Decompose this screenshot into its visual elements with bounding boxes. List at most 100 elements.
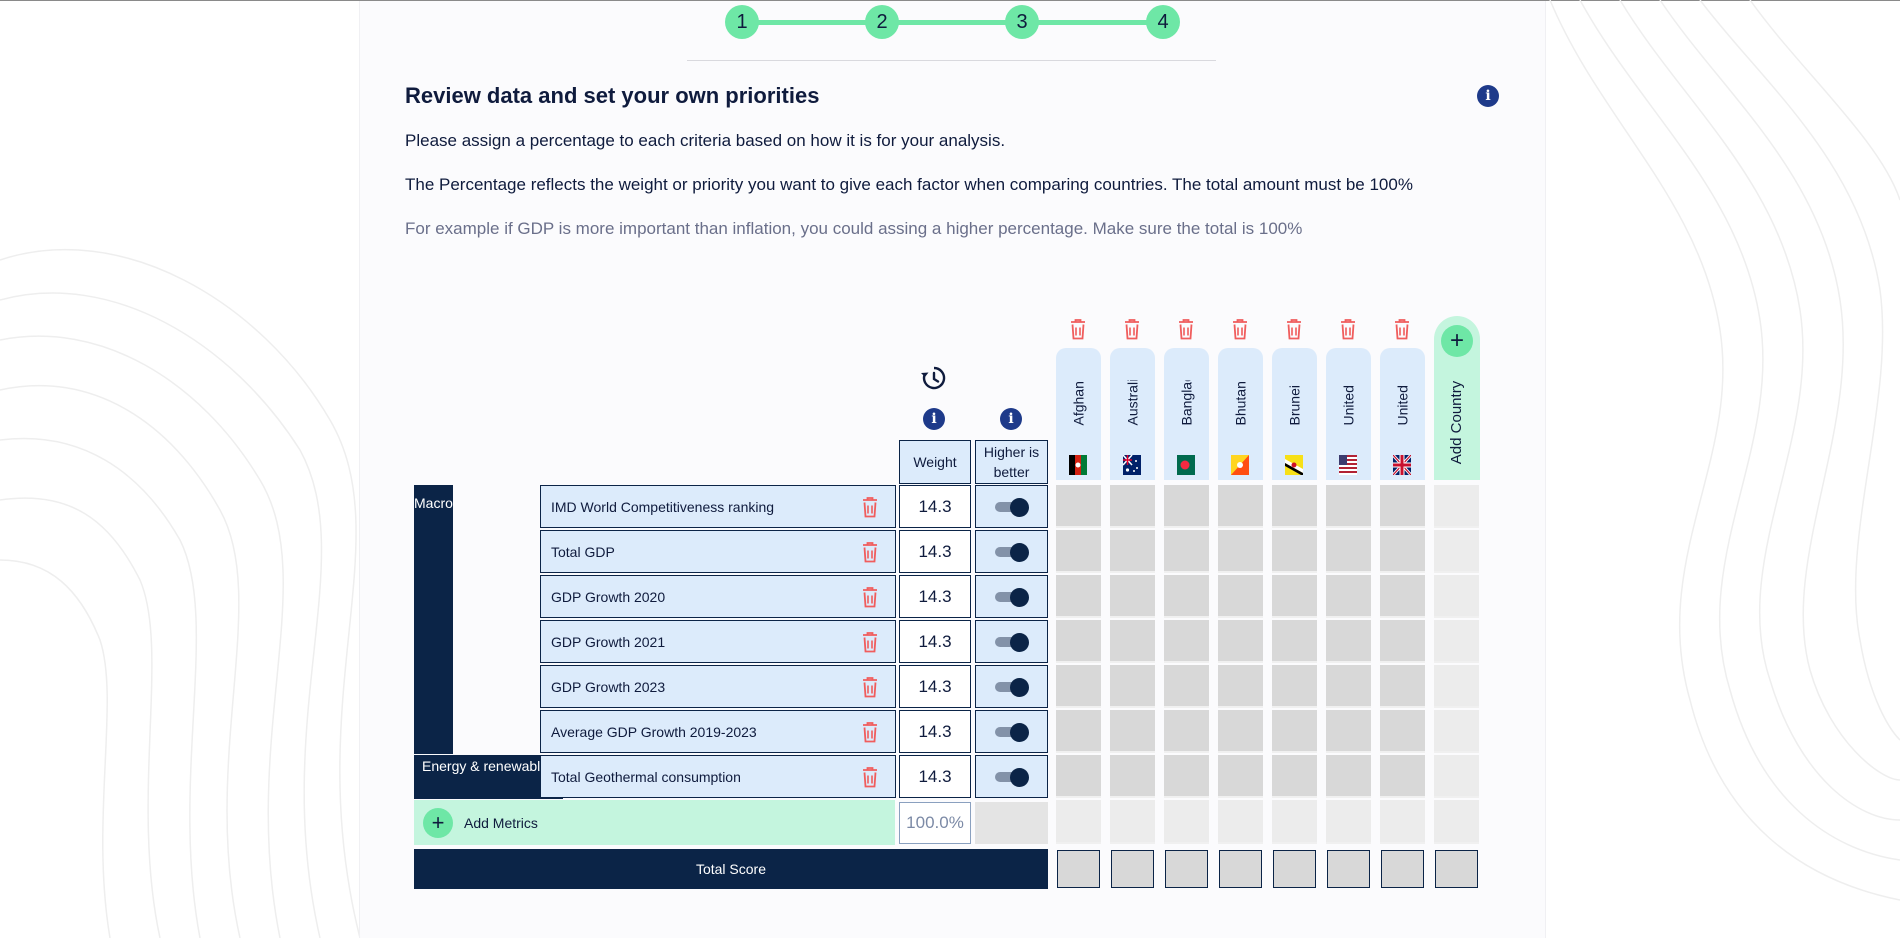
- weight-info-icon[interactable]: i: [923, 408, 945, 430]
- instruction-text-2: The Percentage reflects the weight or pr…: [405, 175, 1413, 194]
- weight-input[interactable]: 14.3: [899, 575, 971, 618]
- header-divider: [687, 60, 1216, 61]
- higher-is-better-cell: [975, 485, 1048, 528]
- country-column: Bhutan: [1218, 348, 1263, 480]
- data-cell: [1056, 485, 1101, 528]
- country-column: Bangladesh: [1164, 348, 1209, 480]
- step-3[interactable]: 3: [1005, 5, 1039, 39]
- instruction-hint: For example if GDP is more important tha…: [405, 219, 1303, 238]
- data-cell: [1218, 800, 1263, 844]
- data-cell: [1164, 665, 1209, 708]
- data-cell: [1434, 665, 1479, 708]
- metric-name-cell: GDP Growth 2023: [540, 665, 896, 708]
- delete-metric-icon[interactable]: [861, 496, 879, 518]
- metric-name: IMD World Competitiveness ranking: [551, 498, 775, 515]
- data-cell: [1326, 620, 1371, 663]
- delete-country-icon[interactable]: [1231, 318, 1249, 340]
- weight-input[interactable]: 14.3: [899, 710, 971, 753]
- delete-country-icon[interactable]: [1285, 318, 1303, 340]
- data-cell: [1380, 710, 1425, 753]
- higher-is-better-toggle[interactable]: [994, 542, 1029, 562]
- data-cell: [1380, 620, 1425, 663]
- country-name: United Kingdom: [1395, 381, 1411, 426]
- add-metrics-row[interactable]: + Add Metrics: [414, 800, 895, 845]
- category-energy-renewables: Energy & renewables: [414, 755, 564, 799]
- flag-brunei-icon: [1285, 455, 1303, 475]
- data-cell: [1326, 575, 1371, 618]
- weight-input[interactable]: 14.3: [899, 620, 971, 663]
- data-cell: [1110, 620, 1155, 663]
- delete-metric-icon[interactable]: [861, 676, 879, 698]
- data-cell: [1164, 530, 1209, 573]
- data-cell: [1434, 710, 1479, 753]
- step-2[interactable]: 2: [865, 5, 899, 39]
- info-icon[interactable]: i: [1477, 85, 1499, 107]
- weight-input[interactable]: 14.3: [899, 755, 971, 798]
- data-cell: [1218, 530, 1263, 573]
- higher-is-better-toggle[interactable]: [994, 722, 1029, 742]
- step-1[interactable]: 1: [725, 5, 759, 39]
- data-cell: [1218, 575, 1263, 618]
- metric-name: Total Geothermal consumption: [551, 768, 741, 785]
- higher-is-better-cell: [975, 665, 1048, 708]
- data-cell: [1272, 665, 1317, 708]
- higher-is-better-toggle[interactable]: [994, 677, 1029, 697]
- delete-country-icon[interactable]: [1069, 318, 1087, 340]
- country-column: Australia: [1110, 348, 1155, 480]
- add-country-button[interactable]: +: [1441, 325, 1473, 357]
- data-cell: [1164, 485, 1209, 528]
- data-cell: [1272, 710, 1317, 753]
- data-cell: [1380, 665, 1425, 708]
- data-cell: [1434, 530, 1479, 573]
- data-cell: [1110, 575, 1155, 618]
- delete-metric-icon[interactable]: [861, 586, 879, 608]
- higher-is-better-toggle[interactable]: [994, 497, 1029, 517]
- higher-is-better-cell: [975, 620, 1048, 663]
- total-score-cell: [1057, 850, 1100, 888]
- higher-is-better-toggle[interactable]: [994, 587, 1029, 607]
- delete-metric-icon[interactable]: [861, 721, 879, 743]
- country-name: Afghanistan: [1070, 380, 1087, 426]
- data-cell: [1326, 665, 1371, 708]
- flag-united-kingdom-icon: [1391, 453, 1413, 477]
- top-border: [0, 0, 1900, 1]
- total-score-cell: [1435, 850, 1478, 888]
- metric-name-cell: GDP Growth 2021: [540, 620, 896, 663]
- weight-input[interactable]: 14.3: [899, 665, 971, 708]
- delete-country-icon[interactable]: [1393, 318, 1411, 340]
- data-cell: [1326, 530, 1371, 573]
- higher-is-better-toggle[interactable]: [994, 767, 1029, 787]
- higher-is-better-toggle[interactable]: [994, 632, 1029, 652]
- delete-metric-icon[interactable]: [861, 766, 879, 788]
- metric-name: GDP Growth 2020: [551, 588, 666, 605]
- data-cell: [1164, 620, 1209, 663]
- weight-input[interactable]: 14.3: [899, 530, 971, 573]
- higher-is-better-header: Higher is better: [975, 440, 1048, 484]
- metric-name-cell: Total Geothermal consumption: [540, 755, 896, 798]
- delete-metric-icon[interactable]: [861, 541, 879, 563]
- data-cell: [1110, 710, 1155, 753]
- delete-country-icon[interactable]: [1123, 318, 1141, 340]
- data-cell: [1056, 530, 1101, 573]
- add-metrics-button[interactable]: +: [423, 807, 453, 838]
- delete-country-icon[interactable]: [1177, 318, 1195, 340]
- higher-better-info-icon[interactable]: i: [1000, 408, 1022, 430]
- data-cell: [1056, 620, 1101, 663]
- total-score-label: Total Score: [414, 849, 1048, 889]
- flag-afghanistan-icon: [1069, 455, 1087, 475]
- data-cell: [1110, 755, 1155, 798]
- empty-cell: [975, 802, 1048, 844]
- reset-history-icon[interactable]: [920, 364, 948, 392]
- data-cell: [1380, 485, 1425, 528]
- delete-country-icon[interactable]: [1339, 318, 1357, 340]
- delete-metric-icon[interactable]: [861, 631, 879, 653]
- higher-is-better-cell: [975, 530, 1048, 573]
- step-4[interactable]: 4: [1146, 5, 1180, 39]
- data-cell: [1272, 620, 1317, 663]
- add-country-column[interactable]: + Add Country: [1434, 316, 1480, 480]
- weight-input[interactable]: 14.3: [899, 485, 971, 528]
- metric-name: Average GDP Growth 2019-2023: [551, 723, 757, 740]
- data-cell: [1218, 665, 1263, 708]
- step-connector: [1035, 20, 1153, 25]
